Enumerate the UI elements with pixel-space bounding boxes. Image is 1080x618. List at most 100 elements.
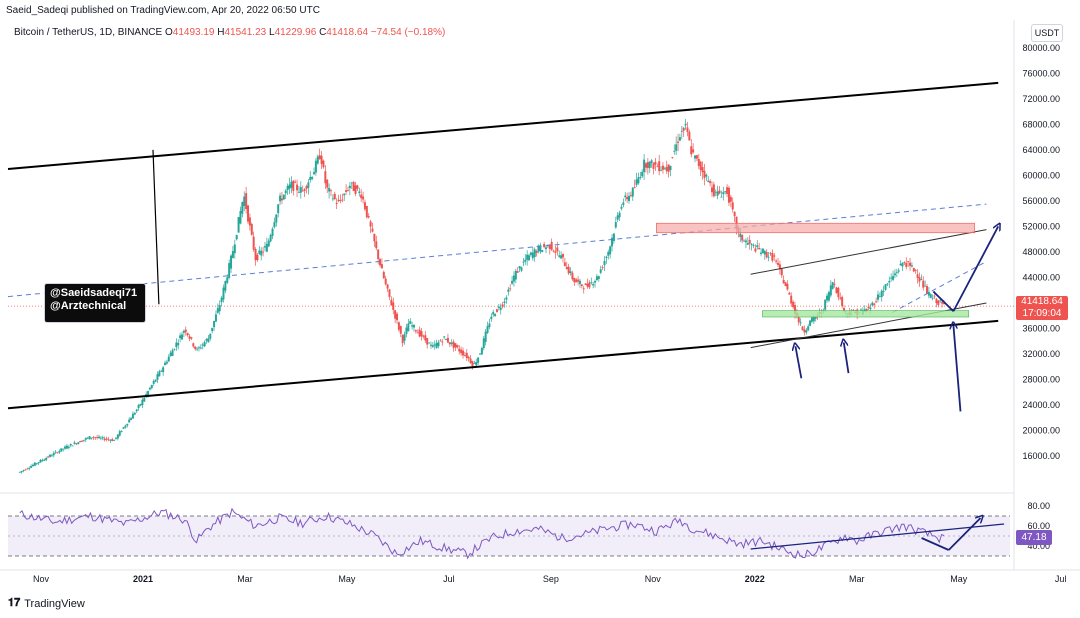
support-zone[interactable]: [762, 310, 970, 318]
candle-body: [184, 329, 187, 333]
candle-body: [769, 252, 772, 254]
candle-body: [814, 316, 817, 319]
channel-bottom-trendline[interactable]: [7, 319, 999, 410]
candle-body: [354, 185, 357, 194]
open-value: 41493.19: [172, 27, 215, 38]
candle-body: [397, 322, 400, 330]
candle-body: [433, 344, 436, 346]
candle-body: [614, 222, 617, 228]
candle-body: [311, 177, 314, 180]
footer-brand[interactable]: 𝟏𝟕 TradingView: [8, 597, 85, 610]
candle-body: [194, 346, 197, 350]
candle-body: [501, 304, 504, 307]
dashed-midline[interactable]: [7, 203, 987, 298]
candle-body: [694, 155, 697, 159]
candle-body: [350, 182, 353, 184]
symbol-legend: Bitcoin / TetherUS, 1D, BINANCE O41493.1…: [14, 27, 445, 38]
candle-body: [777, 262, 780, 265]
candle-body: [92, 437, 95, 439]
candle-body: [529, 252, 532, 255]
candle-body: [275, 214, 278, 223]
candle-body: [426, 338, 429, 345]
candle-body: [28, 467, 31, 469]
channel-top-trendline[interactable]: [7, 81, 999, 170]
candle-body: [714, 191, 717, 193]
candle-body: [41, 460, 44, 461]
candle-body: [880, 290, 883, 297]
candle-body: [105, 438, 108, 440]
candle-body: [675, 144, 678, 151]
candle-body: [448, 342, 451, 345]
candle-body: [263, 246, 266, 248]
candle-body: [758, 247, 761, 250]
candle-body: [709, 181, 712, 184]
candle-body: [167, 356, 170, 362]
candle-body: [497, 306, 500, 308]
candle-body: [739, 233, 742, 237]
candle-body: [901, 262, 904, 267]
candle-body: [754, 248, 757, 252]
projection-down-leg[interactable]: [932, 290, 955, 312]
candle-body: [380, 264, 383, 269]
candle-body: [122, 427, 125, 429]
candle-body: [797, 317, 800, 323]
candle-body: [420, 331, 423, 337]
candle-body: [680, 131, 683, 132]
rsi-projection-up-arrow[interactable]: [948, 518, 981, 551]
candle-body: [929, 294, 932, 298]
candle-body: [390, 299, 393, 306]
candle-body: [271, 228, 274, 236]
high-label: H: [217, 27, 225, 38]
candle-body: [396, 313, 399, 321]
rsi-projection-down[interactable]: [921, 537, 950, 551]
candle-body: [131, 413, 134, 419]
candle-body: [465, 352, 468, 358]
price-tick-label: 28000.00: [1022, 375, 1060, 385]
candle-body: [120, 430, 123, 432]
price-tick-label: 48000.00: [1022, 247, 1060, 257]
candle-body: [473, 363, 476, 364]
candle-body: [164, 362, 167, 366]
candle-body: [373, 233, 376, 242]
price-tick-label: 64000.00: [1022, 145, 1060, 155]
candle-body: [328, 188, 331, 192]
candle-body: [827, 292, 830, 301]
candle-body: [173, 348, 176, 350]
candle-body: [124, 425, 127, 428]
candle-body: [196, 348, 199, 350]
candle-body: [322, 160, 325, 168]
currency-badge[interactable]: USDT: [1031, 24, 1063, 42]
candle-body: [363, 202, 366, 210]
candle-body: [307, 182, 310, 188]
candle-body: [567, 266, 570, 274]
up-arrow-3[interactable]: [953, 325, 962, 412]
candle-body: [716, 191, 719, 196]
rsi-tick-label: 60.00: [1027, 521, 1050, 531]
candle-body: [82, 439, 85, 441]
bar-countdown: 17:09:04: [1022, 308, 1062, 319]
candle-body: [394, 310, 397, 319]
candle-body: [103, 438, 106, 441]
up-arrow-2[interactable]: [844, 343, 850, 374]
projection-up-arrow[interactable]: [952, 226, 998, 312]
candle-body: [833, 283, 836, 285]
time-tick-label: 2022: [745, 574, 765, 584]
candle-body: [873, 303, 876, 305]
candle-body: [177, 342, 180, 346]
candle-body: [926, 286, 929, 294]
resistance-zone[interactable]: [656, 222, 975, 234]
wedge-top-line[interactable]: [750, 229, 987, 275]
candle-body: [299, 187, 302, 193]
candle-body: [462, 350, 465, 356]
symbol-name[interactable]: Bitcoin / TetherUS, 1D, BINANCE: [14, 27, 163, 38]
candle-body: [88, 436, 91, 440]
rsi-trendline[interactable]: [750, 523, 1005, 550]
candle-body: [456, 345, 459, 348]
price-tick-label: 52000.00: [1022, 221, 1060, 231]
candle-body: [280, 198, 283, 201]
candle-body: [180, 334, 183, 340]
candle-body: [541, 250, 544, 253]
up-arrow-1[interactable]: [795, 346, 803, 379]
candle-body: [729, 196, 732, 202]
